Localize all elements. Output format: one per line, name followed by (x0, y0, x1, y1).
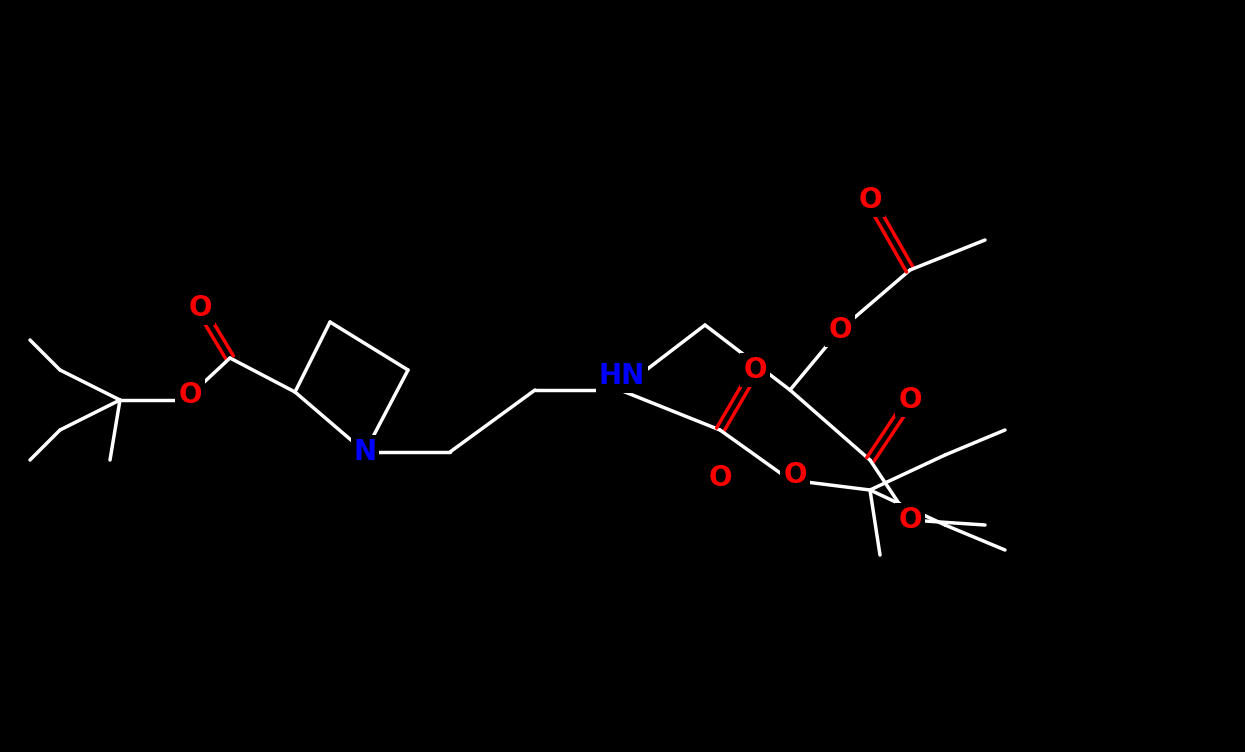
Text: O: O (898, 506, 921, 534)
Text: O: O (743, 356, 767, 384)
Text: O: O (783, 461, 807, 489)
Text: HN: HN (599, 362, 645, 390)
Text: O: O (708, 464, 732, 492)
Text: O: O (828, 316, 852, 344)
Text: O: O (858, 186, 881, 214)
Text: O: O (188, 294, 212, 322)
Text: O: O (178, 381, 202, 409)
Text: O: O (898, 386, 921, 414)
Text: N: N (354, 438, 376, 466)
